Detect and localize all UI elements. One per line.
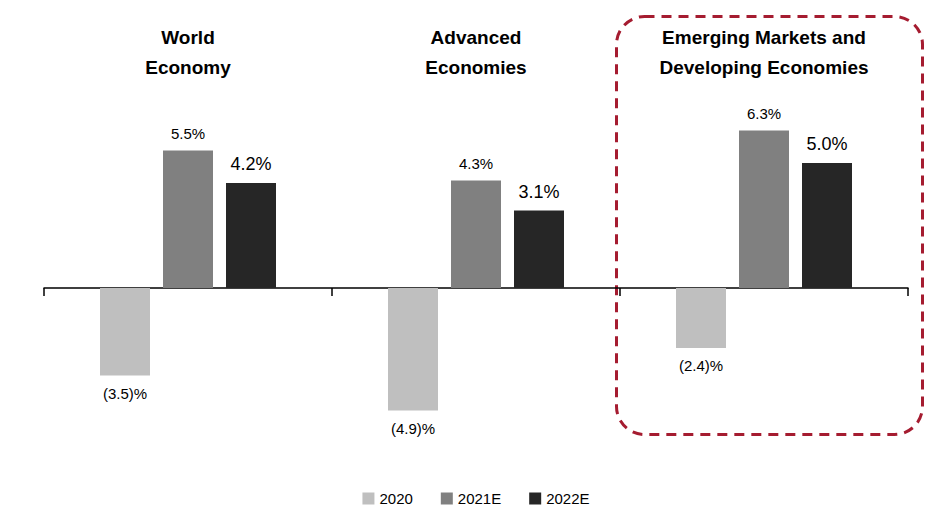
svg-text:2022E: 2022E bbox=[546, 490, 589, 507]
svg-text:4.3%: 4.3% bbox=[459, 155, 493, 172]
svg-text:5.5%: 5.5% bbox=[171, 125, 205, 142]
svg-text:6.3%: 6.3% bbox=[747, 105, 781, 122]
svg-text:World: World bbox=[161, 27, 214, 48]
svg-text:Economy: Economy bbox=[145, 57, 231, 78]
svg-text:(3.5)%: (3.5)% bbox=[103, 385, 147, 402]
svg-text:Developing Economies: Developing Economies bbox=[659, 57, 868, 78]
svg-text:5.0%: 5.0% bbox=[806, 134, 847, 154]
svg-text:Emerging Markets and: Emerging Markets and bbox=[662, 27, 866, 48]
svg-text:Advanced: Advanced bbox=[431, 27, 522, 48]
svg-text:2020: 2020 bbox=[379, 490, 412, 507]
svg-text:(4.9)%: (4.9)% bbox=[391, 420, 435, 437]
svg-text:(2.4)%: (2.4)% bbox=[679, 357, 723, 374]
svg-text:4.2%: 4.2% bbox=[230, 154, 271, 174]
svg-text:Economies: Economies bbox=[425, 57, 526, 78]
svg-text:2021E: 2021E bbox=[458, 490, 501, 507]
svg-text:3.1%: 3.1% bbox=[518, 182, 559, 202]
